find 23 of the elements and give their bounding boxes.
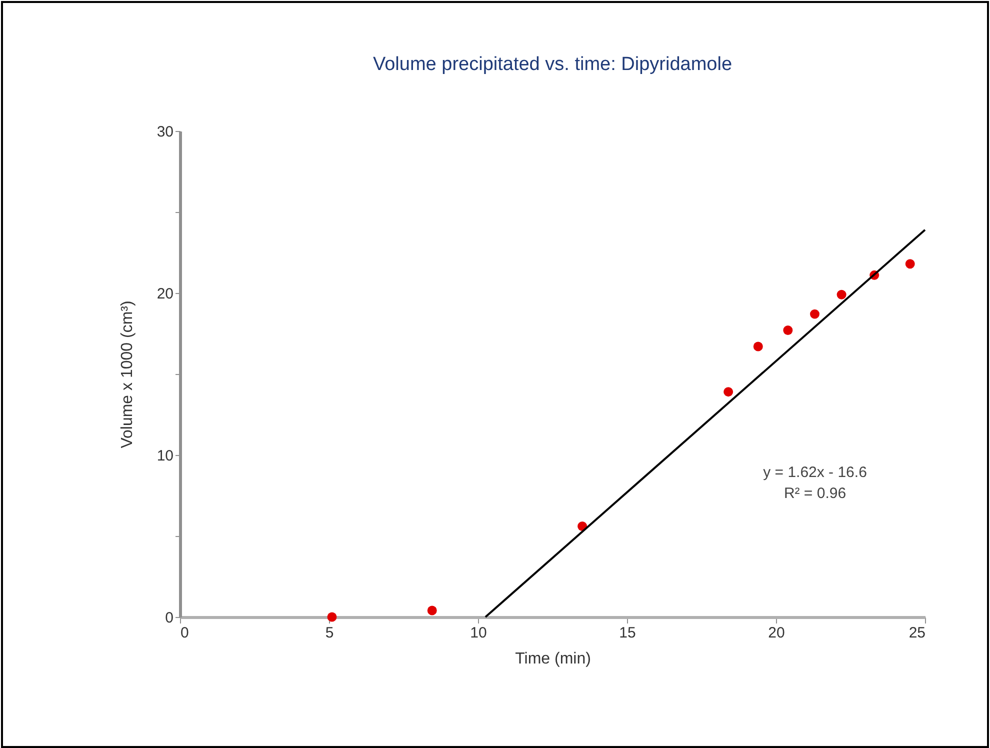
y-tick-label: 30: [156, 124, 174, 140]
x-tick-label: 0: [180, 624, 189, 642]
point: [836, 290, 846, 300]
point: [905, 259, 915, 269]
point: [753, 342, 763, 352]
point: [810, 309, 820, 319]
annotation: R² = 0.96: [784, 485, 846, 502]
x-tick-label: 5: [325, 624, 334, 642]
annotation: y = 1.62x - 16.6: [763, 464, 867, 481]
x-tick-label: 25: [908, 624, 926, 642]
x-axis-title: Time (min): [515, 650, 591, 668]
point: [724, 387, 734, 397]
x-tick-label: 15: [619, 624, 636, 642]
y-tick-label: 20: [156, 286, 174, 302]
y-tick-label: 0: [165, 610, 174, 626]
point: [427, 606, 437, 616]
y-axis-title: Volume x 1000 (cm³): [118, 300, 136, 448]
point: [783, 326, 793, 335]
x-tick-label: 10: [470, 624, 487, 642]
point: [327, 612, 337, 622]
chart-title: Volume precipitated vs. time: Dipyridamole: [372, 54, 732, 75]
x-tick-label: 20: [768, 624, 785, 642]
y-tick-label: 10: [156, 448, 174, 464]
